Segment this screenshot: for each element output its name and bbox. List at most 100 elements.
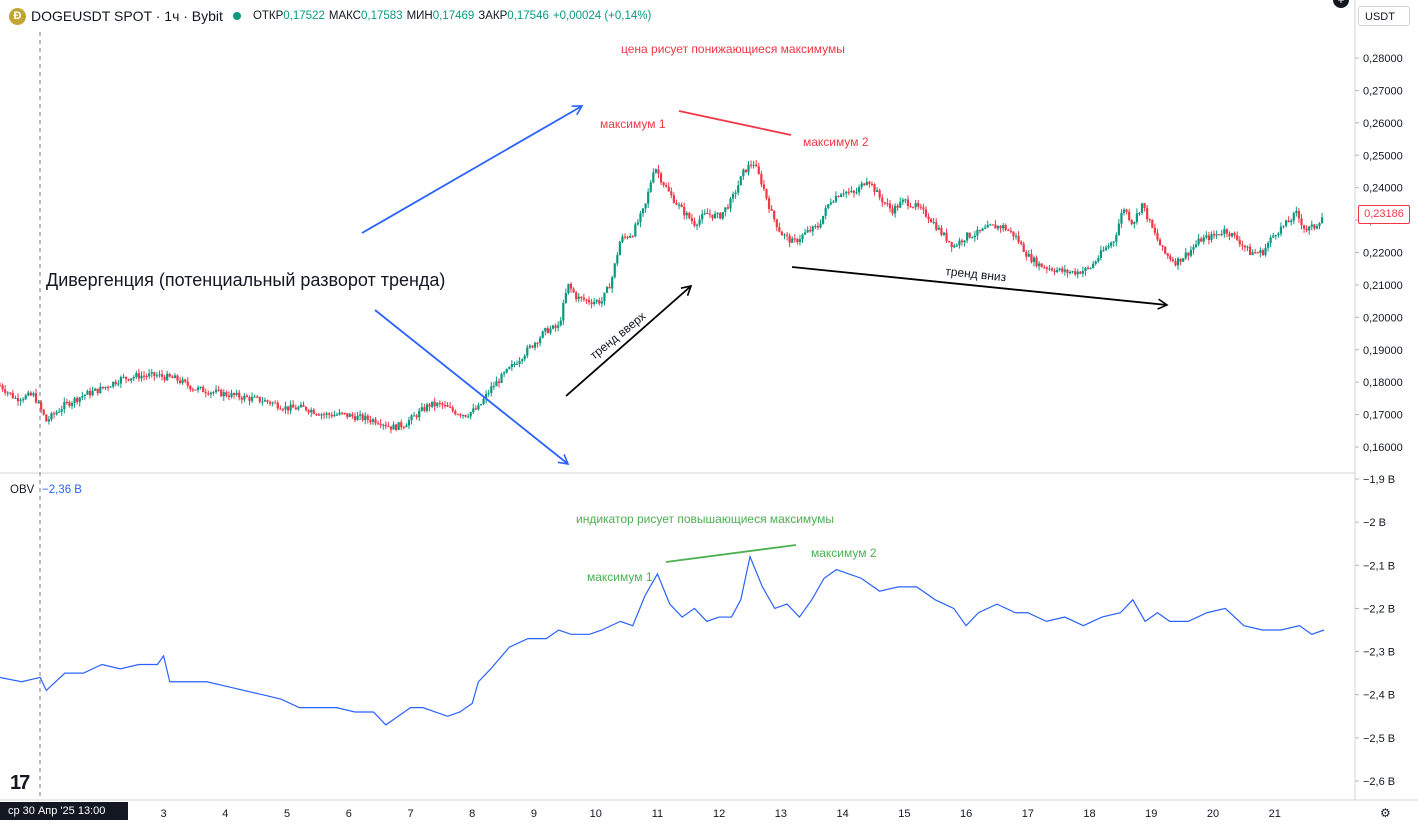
candle-body bbox=[387, 426, 390, 428]
candle-body bbox=[600, 301, 603, 304]
candle-body bbox=[16, 397, 20, 402]
candle-body bbox=[140, 375, 143, 379]
candle-body bbox=[256, 396, 259, 398]
candle-body bbox=[618, 241, 621, 256]
candle-body bbox=[1282, 225, 1285, 227]
candle-body bbox=[11, 392, 14, 399]
candle-body bbox=[1071, 271, 1074, 273]
candle-body bbox=[1146, 207, 1149, 220]
tradingview-logo[interactable]: 17 bbox=[10, 772, 30, 794]
candle-body bbox=[690, 218, 694, 222]
candle-body bbox=[667, 186, 670, 192]
candle-body bbox=[634, 224, 637, 237]
candle-body bbox=[827, 204, 830, 209]
candle-body bbox=[245, 395, 249, 398]
candle-body bbox=[63, 401, 66, 410]
candle-body bbox=[1056, 269, 1059, 272]
candle-body bbox=[1063, 269, 1066, 272]
candle-body bbox=[1122, 209, 1126, 213]
candle-body bbox=[178, 380, 182, 383]
candle-body bbox=[734, 192, 737, 195]
candle-body bbox=[703, 213, 706, 215]
candle-body bbox=[837, 196, 840, 198]
candle-body bbox=[554, 325, 557, 328]
candle-body bbox=[572, 288, 575, 293]
candle-body bbox=[996, 225, 1000, 229]
candle-body bbox=[24, 395, 27, 400]
divergence-title: Дивергенция (потенциальный разворот трен… bbox=[46, 270, 445, 290]
candle-body bbox=[878, 190, 881, 198]
candle-body bbox=[814, 226, 817, 228]
gear-icon[interactable]: ⚙ bbox=[1380, 806, 1391, 820]
candle-body bbox=[873, 184, 876, 192]
candle-body bbox=[839, 194, 843, 197]
obv-tick-label: −2,2 B bbox=[1363, 603, 1395, 615]
candle-body bbox=[1179, 258, 1182, 262]
candle-body bbox=[1143, 203, 1146, 208]
candle-body bbox=[1025, 252, 1028, 257]
candle-body bbox=[716, 213, 719, 215]
indicator-max1-label: максимум 1 bbox=[587, 570, 653, 584]
candle-body bbox=[948, 240, 951, 242]
currency-select[interactable]: USDT bbox=[1358, 6, 1410, 26]
candle-body bbox=[513, 364, 516, 366]
candle-body bbox=[785, 234, 789, 236]
candle-body bbox=[850, 190, 853, 192]
candle-body bbox=[32, 393, 35, 396]
candle-body bbox=[22, 399, 25, 401]
candle-body bbox=[1009, 230, 1012, 232]
symbol-title[interactable]: DOGEUSDT SPOT · 1ч · Bybit bbox=[31, 8, 223, 24]
candle-body bbox=[1097, 257, 1100, 262]
candle-body bbox=[1081, 271, 1084, 274]
candle-body bbox=[557, 325, 560, 328]
candle-body bbox=[1004, 225, 1007, 230]
time-tick-label: 8 bbox=[469, 808, 475, 820]
candle-body bbox=[37, 402, 40, 404]
candle-body bbox=[688, 212, 691, 219]
candle-body bbox=[955, 245, 958, 247]
candle-body bbox=[819, 223, 822, 228]
candle-body bbox=[1176, 258, 1180, 266]
candle-body bbox=[356, 415, 359, 421]
candle-body bbox=[104, 386, 107, 389]
candle-body bbox=[443, 404, 447, 406]
obv-tick-label: −2,6 B bbox=[1363, 776, 1395, 788]
candle-body bbox=[863, 183, 866, 186]
candle-body bbox=[1068, 272, 1072, 274]
candle-body bbox=[811, 226, 814, 232]
candle-body bbox=[1074, 271, 1077, 275]
candle-body bbox=[232, 393, 236, 395]
candle-body bbox=[508, 367, 511, 369]
price-tick-label: 0,24000 bbox=[1363, 183, 1403, 195]
candle-body bbox=[657, 169, 660, 174]
candle-body bbox=[1182, 258, 1185, 262]
candle-body bbox=[564, 293, 567, 303]
candle-body bbox=[1302, 225, 1306, 229]
time-tick-label: 16 bbox=[960, 808, 972, 820]
candle-body bbox=[176, 375, 179, 381]
candle-body bbox=[731, 194, 735, 199]
candle-body bbox=[829, 202, 832, 205]
candle-body bbox=[127, 378, 130, 381]
candle-body bbox=[608, 286, 611, 289]
candle-body bbox=[155, 375, 159, 377]
candle-body bbox=[1279, 226, 1283, 234]
candle-body bbox=[757, 166, 760, 174]
candle-body bbox=[4, 389, 7, 393]
candle-body bbox=[1084, 267, 1087, 272]
candle-body bbox=[875, 190, 879, 192]
obv-value: −2,36 B bbox=[42, 484, 82, 496]
candle-body bbox=[214, 389, 218, 393]
candle-body bbox=[1251, 252, 1254, 255]
candle-body bbox=[611, 277, 614, 289]
candle-body bbox=[909, 205, 912, 208]
candle-body bbox=[1092, 263, 1095, 268]
arrow-down-blue bbox=[374, 309, 570, 466]
candle-body bbox=[369, 419, 372, 422]
candle-body bbox=[623, 236, 627, 238]
candle-body bbox=[523, 355, 526, 360]
candle-body bbox=[906, 199, 910, 206]
add-button[interactable]: + bbox=[1333, 0, 1349, 8]
